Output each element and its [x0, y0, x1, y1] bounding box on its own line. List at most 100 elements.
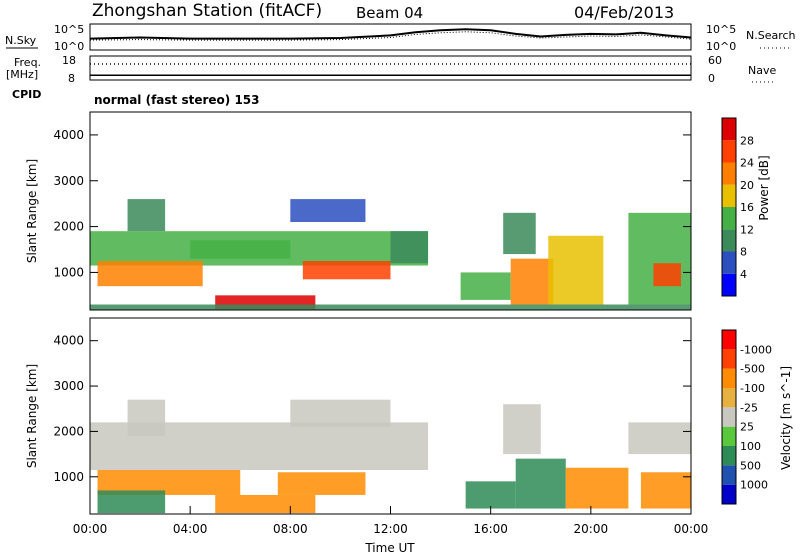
velocity-colorbar-tick-label-0: 1000 [740, 479, 768, 492]
power-ylabel: Slant Range [km] [25, 159, 39, 263]
time-axis: 00:00 04:00 08:00 12:00 16:00 20:00 00:00 [73, 506, 709, 536]
power-region-3 [190, 240, 291, 259]
velocity-ytick-label-1: 2000 [53, 424, 84, 438]
noise-panel: N.Sky 10^5 10^0 10^5 10^0 N.Search [5, 23, 796, 53]
velocity-colorbar-swatch-6 [722, 368, 736, 388]
power-ytick-label-0: 1000 [53, 265, 84, 279]
freq-tick-high: 18 [62, 54, 76, 67]
station-title: Zhongshan Station (fitACF) [92, 1, 322, 21]
velocity-colorbar-swatch-2 [722, 446, 736, 466]
velocity-region-5 [277, 472, 366, 495]
velocity-colorbar-swatch-7 [722, 349, 736, 369]
velocity-colorbar-label: Velocity [m s^-1] [779, 366, 793, 470]
freq-tick-low: 8 [68, 72, 75, 85]
velocity-colorbar-swatch-3 [722, 426, 736, 446]
velocity-region-6 [290, 399, 391, 427]
velocity-region-3 [97, 490, 166, 514]
x-tick-label-4: 16:00 [473, 522, 508, 536]
power-ytick-label-3: 4000 [53, 128, 84, 142]
velocity-colorbar-tick-label-4: -25 [740, 401, 758, 414]
velocity-ytick-label-0: 1000 [53, 470, 84, 484]
power-colorbar-tick-label-1: 8 [740, 246, 747, 259]
power-panel-frame [89, 111, 692, 311]
power-region-1 [97, 260, 203, 287]
power-colorbar-swatch-1 [722, 251, 736, 274]
velocity-region-9 [515, 458, 566, 509]
nsearch-series-line [89, 31, 692, 41]
velocity-colorbar-tick-label-2: 100 [740, 440, 761, 453]
velocity-region-12 [640, 472, 691, 509]
velocity-colorbar-tick-label-7: -1000 [740, 343, 772, 356]
power-colorbar-swatch-2 [722, 229, 736, 252]
x-tick-label-3: 12:00 [373, 522, 408, 536]
velocity-ytick-label-3: 4000 [53, 334, 84, 348]
noise-tick-low: 10^0 [54, 40, 84, 53]
power-y-axis: 1000 2000 3000 4000 [53, 128, 691, 279]
power-colorbar-tick-label-0: 4 [740, 268, 747, 281]
power-colorbar-swatch-7 [722, 118, 736, 141]
cpid-label: CPID [12, 88, 41, 101]
beam-label: Beam 04 [356, 4, 423, 22]
power-region-14 [90, 304, 691, 310]
power-region-8 [460, 272, 511, 300]
velocity-region-8 [503, 404, 541, 455]
power-region-7 [390, 231, 429, 264]
velocity-ytick-label-2: 3000 [53, 379, 84, 393]
noise-tick-high-right: 10^5 [706, 23, 736, 36]
velocity-ylabel: Slant Range [km] [25, 364, 39, 468]
power-region-6 [290, 199, 366, 222]
power-region-13 [653, 263, 681, 287]
freq-label: Freq. [14, 56, 41, 69]
power-region-10 [510, 258, 554, 305]
velocity-region-11 [628, 422, 691, 455]
x-tick-label-5: 20:00 [574, 522, 609, 536]
power-colorbar: 4 8 12 16 20 24 28 [721, 117, 754, 297]
power-colorbar-swatch-4 [722, 184, 736, 207]
freq-panel-frame [89, 55, 692, 81]
power-ytick-label-2: 3000 [53, 174, 84, 188]
velocity-y-axis: 1000 2000 3000 4000 [53, 334, 691, 484]
date-label: 04/Feb/2013 [574, 3, 674, 22]
x-axis-label: Time UT [364, 541, 415, 554]
velocity-colorbar: 1000 500 100 25 -25 -100 -500 -1000 [721, 329, 772, 505]
velocity-region-1 [127, 399, 166, 436]
velocity-region-4 [215, 494, 316, 514]
velocity-colorbar-swatch-8 [722, 330, 736, 350]
power-colorbar-swatch-6 [722, 140, 736, 163]
noise-tick-high: 10^5 [54, 23, 84, 36]
power-data-layer [90, 199, 691, 310]
nave-tick-high: 60 [708, 54, 722, 67]
power-colorbar-swatch-3 [722, 207, 736, 230]
power-colorbar-swatch-0 [722, 273, 736, 296]
x-tick-label-6: 00:00 [674, 522, 709, 536]
nave-tick-low: 0 [708, 72, 715, 85]
nsky-label: N.Sky [5, 34, 37, 47]
cpid-text: normal (fast stereo) 153 [94, 93, 260, 107]
power-region-11 [548, 235, 604, 305]
power-colorbar-frame [721, 117, 737, 297]
nave-label: Nave [748, 64, 776, 77]
velocity-colorbar-tick-label-5: -100 [740, 382, 765, 395]
velocity-colorbar-frame [721, 329, 737, 505]
power-region-12 [628, 212, 691, 305]
x-tick-label-0: 00:00 [73, 522, 108, 536]
power-colorbar-label: Power [dB] [757, 155, 771, 220]
power-colorbar-tick-label-6: 28 [740, 134, 754, 147]
freq-unit-label: [MHz] [6, 68, 38, 81]
x-tick-label-2: 08:00 [273, 522, 308, 536]
velocity-colorbar-swatch-4 [722, 407, 736, 427]
power-colorbar-tick-label-5: 24 [740, 157, 754, 170]
velocity-colorbar-tick-label-1: 500 [740, 459, 761, 472]
power-ytick-label-1: 2000 [53, 220, 84, 234]
power-colorbar-tick-label-3: 16 [740, 201, 754, 214]
nsearch-label: N.Search [746, 29, 796, 42]
power-colorbar-tick-label-4: 20 [740, 179, 754, 192]
x-tick-label-1: 04:00 [173, 522, 208, 536]
nsky-series-line [89, 28, 692, 40]
power-colorbar-tick-label-2: 12 [740, 223, 754, 236]
noise-tick-low-right: 10^0 [706, 40, 736, 53]
power-colorbar-swatch-5 [722, 162, 736, 185]
power-panel: 1000 2000 3000 4000 Slant Range [km] 4 8 12 16… [25, 111, 771, 311]
velocity-colorbar-swatch-5 [722, 388, 736, 408]
